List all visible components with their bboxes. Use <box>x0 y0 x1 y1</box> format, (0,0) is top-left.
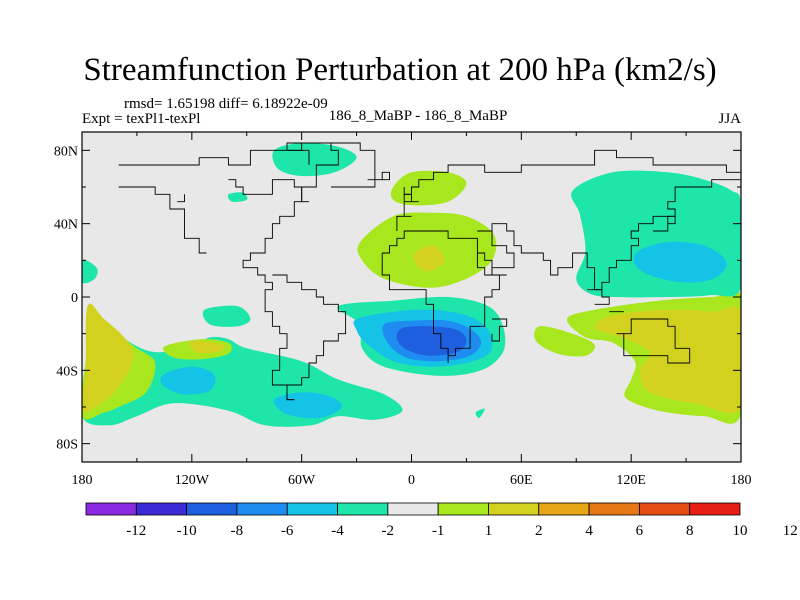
colorbar-label: 4 <box>585 523 593 539</box>
continent-outline-12 <box>403 187 419 203</box>
colorbar-swatch-10 <box>538 502 590 516</box>
x-tick-label: 180 <box>72 473 93 488</box>
continent-outline-13 <box>286 142 376 188</box>
continent-outlines <box>118 142 741 401</box>
y-tick-label: 40N <box>54 218 78 233</box>
colorbar-swatch-6 <box>337 502 389 516</box>
continent-outline-17 <box>491 318 508 342</box>
colorbar-swatch-8 <box>437 502 489 516</box>
colorbar-label: -4 <box>331 523 344 539</box>
colorbar-label: -2 <box>382 523 395 539</box>
contour-region-22 <box>571 170 741 298</box>
continent-outline-2 <box>118 186 207 254</box>
contour-region-6 <box>160 366 216 395</box>
colorbar-label: 6 <box>636 523 644 539</box>
continent-outline-6 <box>477 172 741 291</box>
continent-outline-15 <box>286 392 295 401</box>
colorbar: -12 -10 -8 -6 -4 -2 -1 1 2 4 6 8 10 12 <box>85 502 798 539</box>
continent-outline-11 <box>653 215 676 232</box>
season-label: JJA <box>718 111 741 127</box>
colorbar-swatch-7 <box>387 502 439 516</box>
colorbar-label: 10 <box>733 523 748 539</box>
colorbar-label: 2 <box>535 523 543 539</box>
contour-region-19 <box>390 170 467 206</box>
case-label: 186_8_MaBP - 186_8_MaBP <box>328 108 508 124</box>
y-tick-label: 80S <box>56 438 78 453</box>
continent-outline-16 <box>367 171 390 181</box>
colorbar-swatch-9 <box>488 502 540 516</box>
contour-region-20 <box>272 142 357 177</box>
contour-region-23 <box>633 241 727 283</box>
rmsd-diff-stats: rmsd= 1.65198 diff= 6.18922e-09 <box>124 96 328 112</box>
contour-region-16 <box>534 326 596 357</box>
y-tick-label: 40S <box>56 364 78 379</box>
colorbar-swatch-12 <box>638 502 691 516</box>
y-tick-label: 80N <box>54 144 78 159</box>
axes: 180 120W 60W 0 60E 120E 180 80N 40N 0 40S 80S <box>54 132 752 488</box>
chart-title: Streamfunction Perturbation at 200 hPa (… <box>83 52 717 88</box>
x-tick-label: 180 <box>731 473 752 488</box>
colorbar-label: 8 <box>686 523 694 539</box>
contour-region-9 <box>82 303 134 412</box>
continent-outline-14 <box>177 194 185 203</box>
colorbar-swatch-3 <box>186 502 238 516</box>
contour-region-24 <box>475 408 485 419</box>
contour-region-12 <box>82 259 98 284</box>
contour-region-4 <box>396 326 467 356</box>
colorbar-label: -8 <box>231 523 244 539</box>
x-tick-label: 0 <box>408 473 415 488</box>
colorbar-swatch-13 <box>689 502 741 516</box>
y-tick-label: 0 <box>71 291 78 306</box>
colorbar-label: -6 <box>281 523 294 539</box>
continent-outline-1 <box>118 142 347 401</box>
colorbar-label: 12 <box>783 523 798 539</box>
colorbar-label: -10 <box>177 523 197 539</box>
experiment-label: Expt = texPl1-texPl <box>82 111 201 127</box>
contour-region-13 <box>202 305 251 327</box>
colorbar-swatch-11 <box>588 502 640 516</box>
colorbar-label: -1 <box>432 523 445 539</box>
continent-outline-8 <box>616 318 691 364</box>
colorbar-swatch-4 <box>236 502 288 516</box>
contour-region-7 <box>273 392 343 419</box>
colorbar-swatch-5 <box>286 502 338 516</box>
contour-region-11 <box>189 340 225 354</box>
continent-outline-7 <box>476 230 515 276</box>
x-tick-label: 120E <box>616 473 646 488</box>
x-tick-label: 120W <box>175 473 210 488</box>
contour-region-21 <box>227 192 248 203</box>
colorbar-label: -12 <box>126 523 146 539</box>
colorbar-swatch-2 <box>135 502 188 516</box>
contour-fills <box>82 142 741 427</box>
colorbar-swatch-1 <box>85 502 137 516</box>
x-tick-label: 60E <box>510 473 533 488</box>
continent-outline-3 <box>228 179 309 203</box>
continent-outline-9 <box>587 289 610 305</box>
x-tick-label: 60W <box>288 473 316 488</box>
continent-outline-4 <box>381 230 507 363</box>
contour-region-18 <box>413 245 445 272</box>
colorbar-label: 1 <box>485 523 493 539</box>
